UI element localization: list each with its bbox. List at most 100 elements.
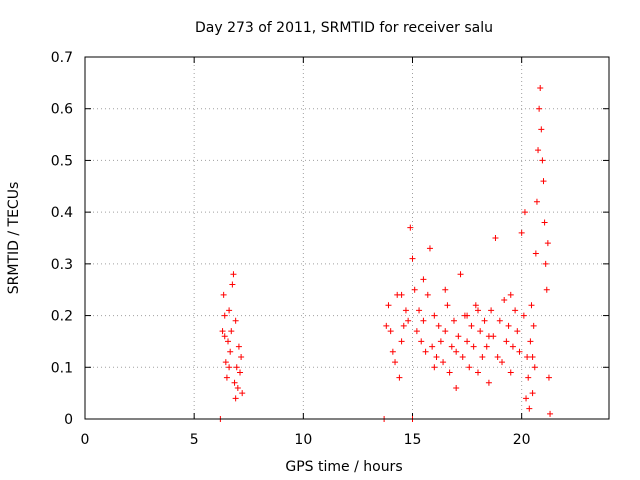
y-axis-label: SRMTID / TECUs xyxy=(6,182,22,295)
y-tick-label: 0 xyxy=(64,412,73,428)
data-point xyxy=(475,307,481,314)
data-point xyxy=(535,147,542,154)
data-point xyxy=(530,322,537,329)
data-point xyxy=(453,348,460,355)
data-point xyxy=(543,286,550,293)
data-point xyxy=(402,307,409,314)
data-point xyxy=(392,359,399,366)
data-point xyxy=(505,322,512,329)
data-point xyxy=(477,328,484,335)
data-point xyxy=(457,271,464,278)
data-point xyxy=(485,379,492,386)
data-point xyxy=(536,105,543,112)
data-point xyxy=(237,369,244,376)
data-point xyxy=(537,85,544,92)
grid-lines xyxy=(85,57,609,419)
data-point xyxy=(225,338,232,345)
data-point xyxy=(531,364,538,371)
data-point xyxy=(547,410,554,417)
data-point xyxy=(453,384,460,391)
data-point xyxy=(416,307,423,314)
data-point xyxy=(431,312,438,319)
data-point xyxy=(442,328,449,335)
data-point xyxy=(440,359,447,366)
data-point xyxy=(544,240,551,247)
data-point xyxy=(422,348,429,355)
data-point xyxy=(521,209,528,216)
data-point xyxy=(221,312,228,319)
y-tick-label: 0.5 xyxy=(51,153,73,169)
data-point xyxy=(542,260,549,267)
data-point xyxy=(494,353,501,360)
data-point xyxy=(539,157,546,164)
data-point xyxy=(220,291,227,298)
data-point xyxy=(518,229,525,236)
y-tick-label: 0.1 xyxy=(51,360,73,376)
data-point xyxy=(444,302,451,309)
data-point xyxy=(485,333,492,340)
data-point xyxy=(525,374,532,381)
data-point xyxy=(509,343,516,350)
data-point xyxy=(398,291,405,298)
data-point xyxy=(468,322,475,329)
data-point xyxy=(472,302,479,309)
data-point xyxy=(426,245,433,252)
data-point xyxy=(223,374,230,381)
data-point xyxy=(524,353,531,360)
data-point xyxy=(533,198,540,205)
data-point xyxy=(448,343,455,350)
data-point xyxy=(233,364,240,371)
plot-frame xyxy=(84,56,610,420)
data-point xyxy=(528,302,535,309)
data-point xyxy=(235,343,242,350)
x-tick-label: 15 xyxy=(404,432,422,448)
data-point xyxy=(466,364,473,371)
data-point xyxy=(455,333,462,340)
data-point xyxy=(226,364,233,371)
data-point xyxy=(529,353,536,360)
data-point xyxy=(239,390,246,397)
axis-ticks: 0 0.1 0.2 0.3 0.4 0.5 0.6 0.7 0 5 10 15 20 xyxy=(51,50,609,448)
data-point xyxy=(420,317,427,324)
data-point xyxy=(420,276,427,283)
data-point xyxy=(232,317,239,324)
data-point xyxy=(492,235,499,241)
data-point xyxy=(442,286,449,293)
data-point xyxy=(450,317,457,324)
data-point xyxy=(470,343,477,350)
data-point xyxy=(446,369,453,376)
y-tick-label: 0.6 xyxy=(51,102,73,118)
data-point xyxy=(405,317,412,324)
data-point xyxy=(437,338,444,345)
x-tick-label: 5 xyxy=(190,432,199,448)
data-point xyxy=(424,291,431,298)
data-point xyxy=(222,359,229,366)
data-point xyxy=(496,317,503,324)
data-point xyxy=(523,395,530,402)
data-point xyxy=(433,353,440,360)
data-point xyxy=(228,328,235,335)
data-point xyxy=(475,369,481,376)
data-point xyxy=(231,379,238,386)
data-point xyxy=(532,250,539,257)
data-point xyxy=(389,348,396,355)
data-point xyxy=(545,374,552,381)
data-point xyxy=(483,343,490,350)
data-point xyxy=(507,369,514,376)
data-point xyxy=(507,291,514,298)
data-point xyxy=(538,126,545,133)
data-point xyxy=(541,219,548,226)
data-point xyxy=(529,390,536,397)
data-point xyxy=(385,302,392,309)
data-point xyxy=(503,338,510,345)
data-point xyxy=(238,353,245,360)
data-point xyxy=(232,395,239,402)
data-point xyxy=(400,322,407,329)
data-point xyxy=(227,348,234,355)
x-tick-label: 20 xyxy=(513,432,531,448)
data-point xyxy=(459,353,466,360)
x-tick-label: 0 xyxy=(81,432,90,448)
data-point xyxy=(488,307,495,314)
data-point xyxy=(431,364,438,371)
data-point xyxy=(429,343,436,350)
